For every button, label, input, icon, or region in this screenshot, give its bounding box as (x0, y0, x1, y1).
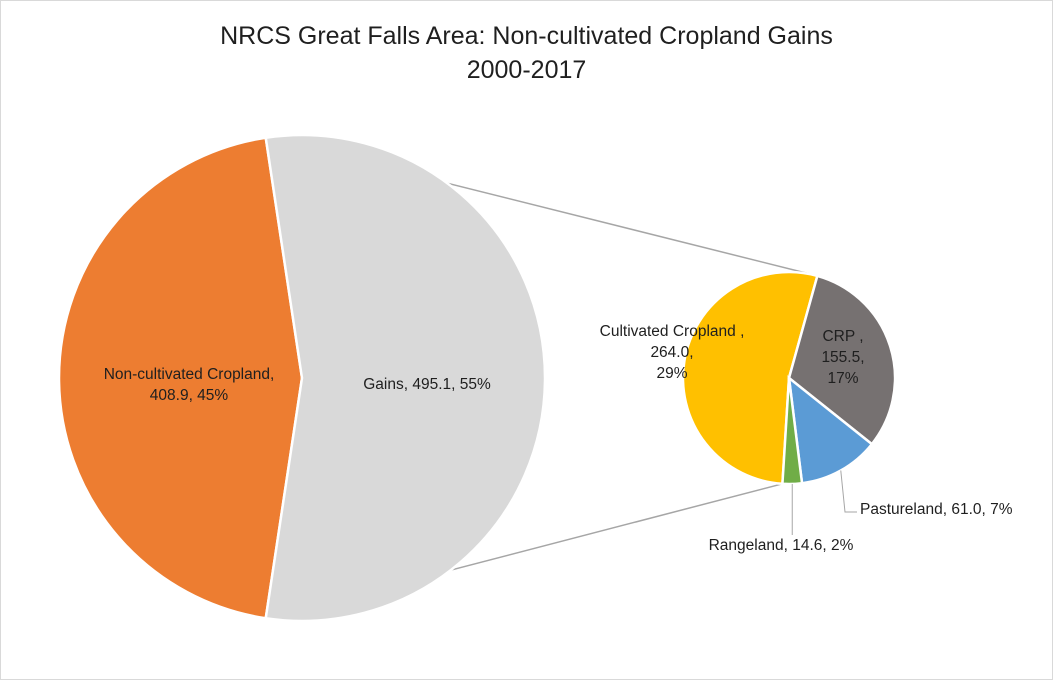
label-pastureland: Pastureland, 61.0, 7% (860, 501, 1013, 518)
data-labels: Non-cultivated Cropland, 408.9, 45% Gains,… (104, 323, 1013, 554)
slice-crp (787, 274, 897, 446)
label-rangeland: Rangeland, 14.6, 2% (709, 537, 854, 554)
chart-title-line-2: 2000-2017 (466, 56, 587, 84)
leader-lines (791, 470, 857, 535)
slice-pastureland (787, 375, 874, 485)
slice-non-cultivated-cropland (57, 136, 304, 620)
slice-gains (264, 133, 547, 623)
main-pie (57, 133, 547, 623)
label-crp: CRP , 155.5, 17% (821, 328, 864, 387)
secondary-pie (681, 270, 897, 486)
chart-title-line-1: NRCS Great Falls Area: Non-cultivated Cr… (220, 22, 833, 50)
leader-pastureland (840, 470, 857, 513)
slice-cultivated-cropland (681, 270, 819, 486)
label-non-cultivated-cropland: Non-cultivated Cropland, 408.9, 45% (104, 366, 275, 404)
label-gains: Gains, 495.1, 55% (363, 376, 491, 393)
label-cultivated-cropland: Cultivated Cropland , 264.0, 29% (600, 323, 745, 382)
